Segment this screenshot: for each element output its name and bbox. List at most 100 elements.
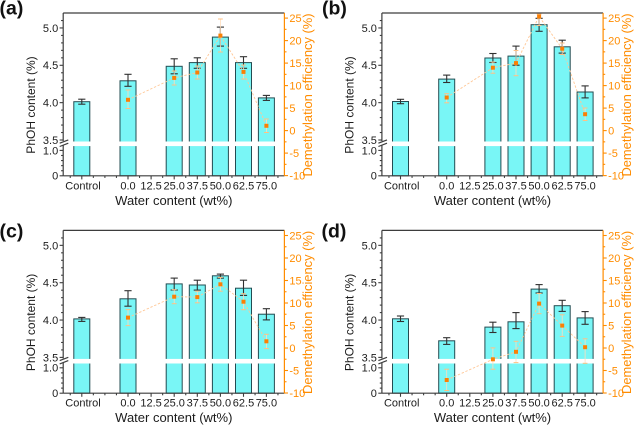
svg-text:5.0: 5.0 xyxy=(362,240,377,252)
svg-text:62.5: 62.5 xyxy=(551,398,572,410)
svg-text:12.5: 12.5 xyxy=(140,180,161,192)
svg-text:0: 0 xyxy=(608,343,614,355)
svg-text:-10: -10 xyxy=(289,388,305,400)
svg-text:3.5: 3.5 xyxy=(362,352,377,364)
svg-text:PhOH content (%): PhOH content (%) xyxy=(343,56,357,153)
svg-text:5: 5 xyxy=(289,103,295,115)
svg-text:-10: -10 xyxy=(608,388,624,400)
svg-text:0: 0 xyxy=(52,171,58,183)
svg-text:Water content (wt%): Water content (wt%) xyxy=(115,410,232,425)
svg-text:0.0: 0.0 xyxy=(439,180,454,192)
svg-text:15: 15 xyxy=(289,275,301,287)
svg-text:12.5: 12.5 xyxy=(459,180,480,192)
svg-text:(c): (c) xyxy=(0,221,23,243)
svg-text:5: 5 xyxy=(608,320,614,332)
svg-text:Control: Control xyxy=(65,180,100,192)
svg-text:Demethylation efficiency (%): Demethylation efficiency (%) xyxy=(619,13,634,176)
svg-text:25: 25 xyxy=(608,230,620,242)
svg-text:5: 5 xyxy=(608,103,614,115)
svg-text:12.5: 12.5 xyxy=(459,398,480,410)
svg-text:50.0: 50.0 xyxy=(210,180,231,192)
svg-text:37.5: 37.5 xyxy=(187,180,208,192)
svg-text:(d): (d) xyxy=(322,221,347,243)
svg-text:Control: Control xyxy=(384,180,419,192)
svg-text:37.5: 37.5 xyxy=(505,398,526,410)
svg-text:50.0: 50.0 xyxy=(528,180,549,192)
svg-text:-5: -5 xyxy=(608,365,618,377)
svg-text:-5: -5 xyxy=(608,148,618,160)
svg-text:Control: Control xyxy=(384,398,419,410)
svg-text:10: 10 xyxy=(289,298,301,310)
svg-text:1.0: 1.0 xyxy=(43,363,58,375)
svg-text:10: 10 xyxy=(608,81,620,93)
svg-text:75.0: 75.0 xyxy=(574,180,595,192)
svg-text:25: 25 xyxy=(608,13,620,25)
svg-text:5.0: 5.0 xyxy=(43,23,58,35)
svg-text:-10: -10 xyxy=(289,171,305,183)
svg-text:15: 15 xyxy=(608,58,620,70)
svg-text:4.5: 4.5 xyxy=(43,278,58,290)
svg-text:(b): (b) xyxy=(322,0,347,20)
svg-text:25: 25 xyxy=(289,13,301,25)
svg-text:62.5: 62.5 xyxy=(551,180,572,192)
svg-text:75.0: 75.0 xyxy=(256,180,277,192)
svg-text:0: 0 xyxy=(608,126,614,138)
svg-text:Demethylation efficiency (%): Demethylation efficiency (%) xyxy=(300,13,315,176)
svg-text:-10: -10 xyxy=(608,171,624,183)
svg-text:1.0: 1.0 xyxy=(362,363,377,375)
svg-text:75.0: 75.0 xyxy=(256,398,277,410)
svg-text:4.5: 4.5 xyxy=(362,278,377,290)
svg-text:4.0: 4.0 xyxy=(362,315,377,327)
svg-text:10: 10 xyxy=(289,81,301,93)
svg-text:15: 15 xyxy=(289,58,301,70)
svg-text:Water content (wt%): Water content (wt%) xyxy=(434,193,551,208)
svg-text:-5: -5 xyxy=(289,365,299,377)
svg-text:15: 15 xyxy=(608,275,620,287)
svg-text:75.0: 75.0 xyxy=(574,398,595,410)
svg-text:50.0: 50.0 xyxy=(528,398,549,410)
svg-text:5.0: 5.0 xyxy=(362,23,377,35)
svg-text:10: 10 xyxy=(608,298,620,310)
svg-text:4.5: 4.5 xyxy=(43,60,58,72)
svg-text:20: 20 xyxy=(608,36,620,48)
svg-text:50.0: 50.0 xyxy=(210,398,231,410)
svg-text:4.5: 4.5 xyxy=(362,60,377,72)
svg-text:1.0: 1.0 xyxy=(43,145,58,157)
svg-text:25: 25 xyxy=(289,230,301,242)
svg-text:-5: -5 xyxy=(289,148,299,160)
svg-text:Demethylation efficiency (%): Demethylation efficiency (%) xyxy=(300,231,315,394)
svg-text:25.0: 25.0 xyxy=(482,398,503,410)
svg-text:5.0: 5.0 xyxy=(43,240,58,252)
svg-text:0: 0 xyxy=(289,343,295,355)
svg-text:3.5: 3.5 xyxy=(43,352,58,364)
svg-text:37.5: 37.5 xyxy=(505,180,526,192)
svg-text:Water content (wt%): Water content (wt%) xyxy=(434,410,551,425)
svg-text:3.5: 3.5 xyxy=(362,135,377,147)
svg-text:PhOH content (%): PhOH content (%) xyxy=(24,274,38,371)
svg-text:25.0: 25.0 xyxy=(163,398,184,410)
svg-text:25.0: 25.0 xyxy=(163,180,184,192)
svg-text:Control: Control xyxy=(65,398,100,410)
svg-text:0.0: 0.0 xyxy=(120,398,135,410)
svg-text:4.0: 4.0 xyxy=(43,315,58,327)
svg-text:PhOH content (%): PhOH content (%) xyxy=(24,56,38,153)
svg-text:37.5: 37.5 xyxy=(187,398,208,410)
svg-text:3.5: 3.5 xyxy=(43,135,58,147)
svg-text:1.0: 1.0 xyxy=(362,145,377,157)
svg-text:5: 5 xyxy=(289,320,295,332)
svg-text:62.5: 62.5 xyxy=(233,180,254,192)
svg-text:Water content (wt%): Water content (wt%) xyxy=(115,193,232,208)
svg-text:4.0: 4.0 xyxy=(43,98,58,110)
svg-text:(a): (a) xyxy=(0,0,23,20)
svg-text:20: 20 xyxy=(289,36,301,48)
svg-text:25.0: 25.0 xyxy=(482,180,503,192)
svg-text:0.0: 0.0 xyxy=(120,180,135,192)
svg-text:12.5: 12.5 xyxy=(140,398,161,410)
svg-text:0: 0 xyxy=(371,171,377,183)
svg-text:20: 20 xyxy=(608,253,620,265)
svg-text:Demethylation efficiency (%): Demethylation efficiency (%) xyxy=(619,231,634,394)
svg-text:0: 0 xyxy=(371,388,377,400)
svg-text:20: 20 xyxy=(289,253,301,265)
svg-text:0: 0 xyxy=(289,126,295,138)
svg-text:PhOH content (%): PhOH content (%) xyxy=(343,274,357,371)
